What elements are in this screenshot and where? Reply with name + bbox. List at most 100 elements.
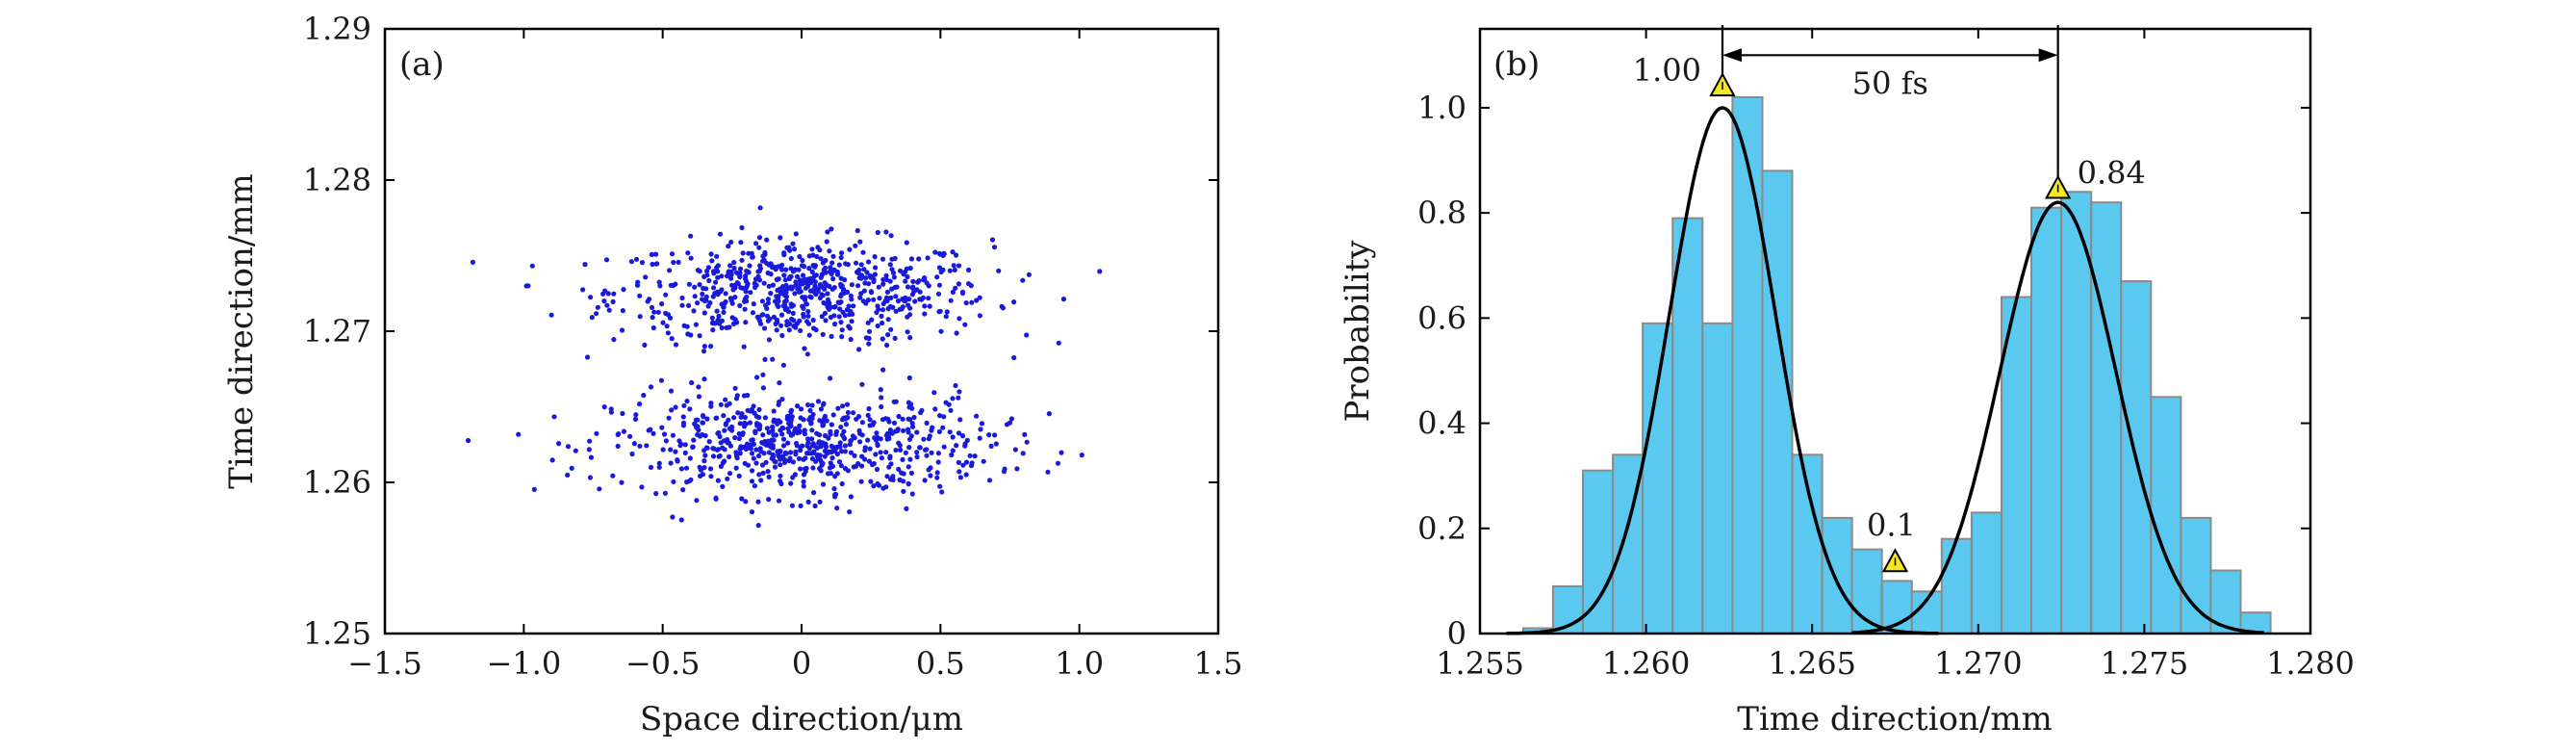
scatter-point — [778, 291, 784, 297]
scatter-point — [868, 289, 874, 295]
scatter-point — [798, 327, 803, 333]
scatter-point — [762, 356, 768, 362]
scatter-point — [862, 280, 868, 286]
scatter-point — [654, 261, 660, 267]
scatter-point — [1045, 469, 1051, 475]
scatter-point — [789, 503, 796, 508]
scatter-point — [807, 294, 813, 299]
x-tick-label: 1.260 — [1602, 645, 1691, 682]
scatter-point — [780, 443, 787, 449]
scatter-point — [727, 443, 734, 449]
scatter-point — [715, 478, 722, 483]
scatter-point — [739, 496, 745, 502]
fit-curve-peak-2 — [1851, 200, 2264, 634]
scatter-point — [858, 479, 864, 484]
scatter-point — [829, 455, 835, 461]
scatter-point — [743, 289, 749, 295]
scatter-point — [874, 430, 880, 436]
scatter-point — [819, 314, 825, 320]
scatter-point — [751, 455, 756, 461]
scatter-point — [1011, 354, 1017, 361]
scatter-point — [663, 438, 670, 444]
scatter-point — [906, 436, 913, 442]
scatter-point — [771, 408, 777, 414]
scatter-point — [875, 441, 880, 448]
scatter-point — [936, 265, 943, 271]
scatter-point — [685, 331, 691, 337]
scatter-point — [905, 427, 911, 432]
scatter-point — [742, 306, 748, 312]
scatter-point — [939, 489, 945, 495]
scatter-point — [742, 420, 748, 426]
x-axis-label-b: Time direction/mm — [1737, 700, 2053, 738]
scatter-point — [936, 428, 943, 434]
scatter-point — [722, 300, 727, 306]
scatter-point — [601, 298, 607, 304]
x-tick-label: 1.255 — [1436, 645, 1524, 682]
scatter-point — [667, 315, 674, 321]
scatter-point — [828, 471, 834, 477]
scatter-point — [909, 491, 915, 497]
scatter-point — [751, 301, 756, 307]
scatter-point — [798, 281, 803, 287]
scatter-point — [701, 349, 707, 354]
x-tick-label: −1.5 — [347, 645, 422, 682]
scatter-point — [951, 263, 956, 269]
scatter-point — [793, 440, 800, 447]
scatter-point — [702, 453, 708, 458]
scatter-point — [991, 245, 998, 250]
x-tick-label: 0 — [792, 645, 811, 682]
scatter-point — [770, 425, 776, 430]
scatter-point — [1024, 332, 1030, 338]
scatter-point — [937, 483, 943, 489]
scatter-point — [801, 479, 806, 484]
scatter-point — [926, 283, 931, 289]
scatter-point — [817, 247, 823, 253]
scatter-point — [710, 327, 716, 333]
scatter-point — [793, 231, 799, 237]
scatter-point — [818, 256, 824, 262]
scatter-point — [785, 440, 791, 446]
scatter-point — [790, 241, 796, 246]
scatter-point — [764, 237, 770, 243]
scatter-point — [714, 265, 720, 271]
scatter-point — [854, 260, 859, 266]
scatter-point — [548, 312, 554, 318]
histogram-bar — [2090, 201, 2123, 634]
scatter-point — [786, 327, 792, 333]
scatter-point — [697, 433, 703, 439]
scatter-point — [932, 249, 938, 255]
scatter-point — [770, 356, 776, 362]
scatter-point — [1022, 431, 1028, 437]
scatter-point — [936, 250, 942, 256]
scatter-point — [770, 282, 777, 288]
scatter-point — [904, 505, 909, 512]
scatter-point — [922, 447, 929, 453]
scatter-point — [900, 416, 905, 422]
scatter-point — [796, 455, 803, 461]
histogram-bar — [1582, 469, 1615, 635]
scatter-point — [959, 433, 966, 439]
scatter-point — [831, 268, 837, 273]
scatter-point — [681, 402, 687, 408]
scatter-point — [708, 403, 714, 409]
scatter-point — [788, 432, 794, 438]
scatter-point — [639, 260, 646, 266]
scatter-point — [757, 318, 763, 324]
x-tick-label: 0.5 — [916, 645, 965, 682]
scatter-point — [822, 413, 829, 419]
scatter-point — [714, 447, 721, 453]
scatter-point — [516, 431, 522, 437]
scatter-point — [878, 450, 883, 455]
scatter-point — [974, 298, 980, 303]
scatter-point — [697, 333, 702, 339]
scatter-point — [805, 313, 811, 319]
scatter-point — [950, 396, 956, 401]
scatter-point — [781, 272, 787, 278]
scatter-point — [880, 281, 886, 287]
scatter-point — [921, 277, 927, 283]
scatter-point — [615, 443, 621, 449]
scatter-point — [733, 465, 739, 471]
scatter-point — [588, 454, 595, 460]
scatter-point — [826, 449, 832, 454]
